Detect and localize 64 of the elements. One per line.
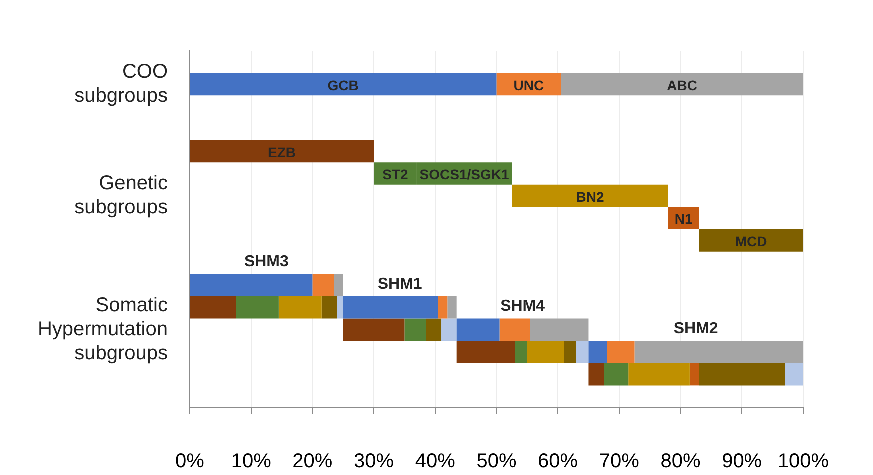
bar [512,184,668,208]
x-tick-label: 30% [354,450,394,473]
series-label: GCB [328,77,359,94]
series-label: EZB [268,144,296,160]
bar [628,363,690,386]
bar [530,318,589,342]
x-tick-label: 10% [231,450,272,473]
bar [576,341,589,364]
bar [448,296,457,319]
series-label: N1 [674,211,693,228]
bar [343,318,405,342]
bar [564,341,576,364]
series-label: SOCS1/SGK1 [420,166,510,183]
bar [236,296,279,319]
bar [190,73,497,96]
bar [190,274,313,296]
bar [527,341,564,364]
bar [337,296,344,319]
y-tick-label: COO subgroups [74,60,168,107]
series-label: MCD [735,234,768,250]
series-label: BN2 [576,188,604,205]
bar [604,363,629,386]
bar [438,296,448,319]
bar [278,296,322,319]
bar [500,318,530,342]
bar [322,296,338,319]
bar [426,318,442,342]
x-tick-label: 100% [778,450,830,473]
bar [634,341,804,364]
series-label: UNC [514,77,544,94]
bar [190,296,236,319]
bar [190,140,374,163]
bar [456,318,500,342]
annotation: SHM1 [378,276,422,293]
x-tick-label: 60% [538,450,578,473]
x-tick-label: 20% [292,450,333,473]
bar [588,363,604,386]
annotation: SHM2 [674,320,718,338]
x-tick-label: 80% [660,450,701,473]
bar [343,296,438,319]
bar [588,341,608,364]
annotation: SHM3 [244,254,290,271]
bar [699,363,786,386]
bar [404,318,426,342]
series-label: ST2 [382,166,409,183]
x-tick-label: 90% [722,450,762,473]
bar [515,341,528,364]
bar [312,274,334,296]
x-tick-label: 0% [176,450,205,473]
bar [785,363,804,386]
y-tick-label: Somatic Hypermutation subgroups [38,294,168,364]
bar [456,341,516,364]
bar [334,274,344,296]
x-tick-label: 70% [599,450,640,473]
series-label: ABC [667,77,698,94]
bar [607,341,635,364]
bar [561,73,804,96]
bar [699,230,804,252]
annotation: SHM4 [500,298,546,316]
x-tick-label: 50% [476,450,517,473]
bar [442,318,457,342]
x-tick-label: 40% [415,450,456,473]
bar [690,363,700,386]
y-tick-label: Genetic subgroups [74,172,168,219]
